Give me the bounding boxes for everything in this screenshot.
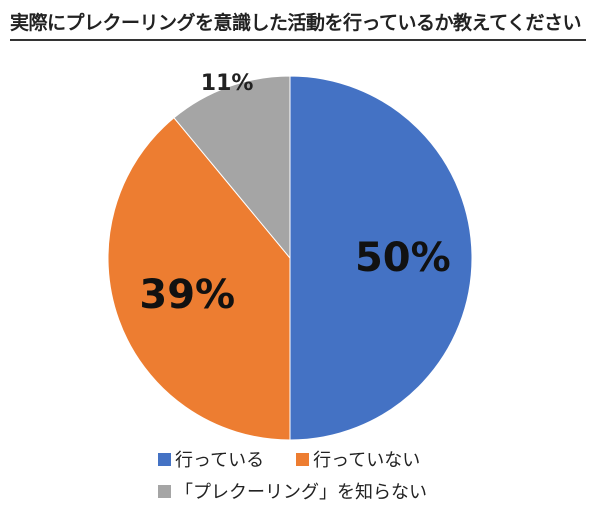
legend-label-1: 行っていない	[313, 450, 421, 471]
legend-label-0: 行っている	[175, 450, 265, 471]
legend-row-1: 行っている 行っていない	[158, 446, 438, 472]
legend-swatch-1	[296, 452, 310, 466]
slice-unaware	[173, 75, 291, 260]
slice-acting	[289, 75, 473, 441]
data-label-0: 50%	[355, 235, 451, 281]
legend-item-1: 行っていない	[296, 446, 420, 472]
data-label-2: 11%	[201, 71, 254, 96]
legend-swatch-2	[158, 484, 171, 498]
chart-title: 実際にプレクーリングを意識した活動を行っているか教えてください	[10, 12, 582, 34]
legend-row-2: 「プレクーリング」を知らない	[158, 478, 445, 504]
data-label-1: 39%	[139, 272, 235, 318]
legend-label-2: 「プレクーリング」を知らない	[175, 482, 427, 503]
slice-not-acting	[107, 117, 291, 441]
legend-swatch-0	[158, 452, 171, 466]
title-underline	[10, 39, 586, 41]
legend-item-2: 「プレクーリング」を知らない	[158, 478, 427, 504]
legend-item-0: 行っている	[158, 446, 264, 472]
